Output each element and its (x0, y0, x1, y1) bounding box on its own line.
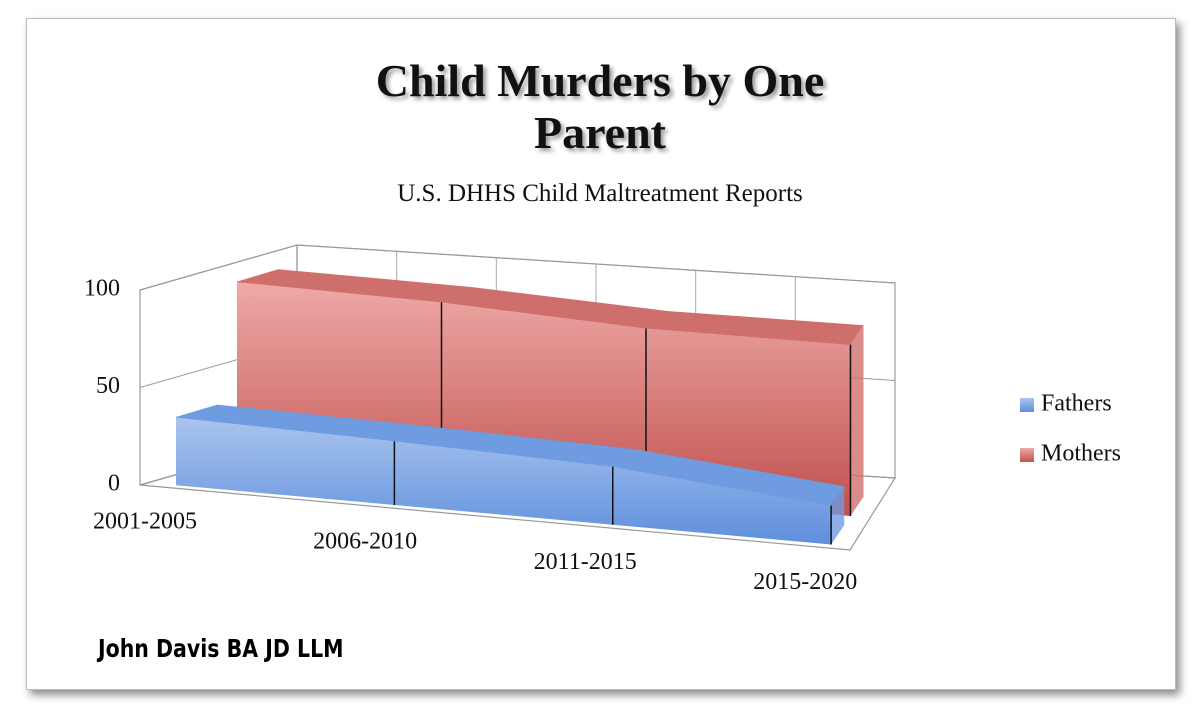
grid-line (139, 244, 896, 291)
area-line (175, 416, 832, 506)
area-line (236, 281, 851, 345)
author-note: John Davis BA JD LLM (98, 634, 344, 663)
legend-swatch (1020, 398, 1034, 412)
area-top (176, 404, 845, 506)
x-tick-label: 2001-2005 (93, 509, 197, 535)
area-side (831, 486, 845, 545)
area-face (176, 417, 832, 545)
legend-swatch (1020, 448, 1034, 462)
legend-label: Fathers (1041, 391, 1112, 417)
x-tick-label: 2006-2010 (313, 529, 417, 555)
chart-subtitle: U.S. DHHS Child Maltreatment Reports (397, 180, 803, 207)
area-top (237, 269, 864, 345)
y-tick-label: 100 (84, 276, 120, 302)
area-side (850, 325, 864, 516)
legend-label: Mothers (1041, 441, 1121, 467)
y-tick-label: 50 (96, 373, 120, 399)
y-tick-label: 0 (108, 471, 120, 497)
chart-title: Child Murders by One Parent (375, 55, 825, 158)
x-tick-label: 2015-2020 (753, 569, 857, 595)
x-tick-label: 2011-2015 (534, 549, 637, 575)
